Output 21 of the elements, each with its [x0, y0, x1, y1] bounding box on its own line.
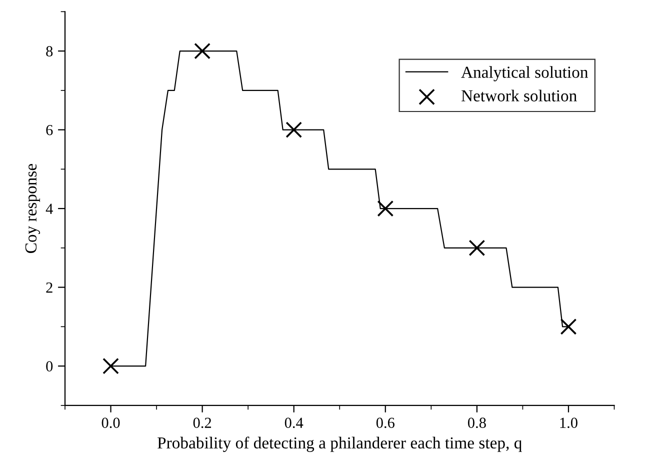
- y-axis-title: Coy response: [25, 164, 40, 253]
- point: [560, 318, 577, 335]
- x-tick-label: 0.8: [468, 418, 486, 428]
- x-tick-label: 0.0: [102, 418, 120, 428]
- y-tick-label: 4: [46, 204, 53, 214]
- point: [286, 122, 302, 138]
- x-tick-label: 1.0: [560, 418, 578, 428]
- legend-label: Analytical solution: [461, 66, 588, 82]
- x-tick-label: 0.4: [284, 418, 304, 428]
- x-tick-label: 0.2: [193, 418, 212, 428]
- legend-label: Network solution: [461, 90, 577, 102]
- y-tick-label: 8: [46, 46, 53, 56]
- point: [468, 240, 486, 256]
- x-tick-label: 0.6: [376, 418, 394, 428]
- x-axis-title: Probability of detecting a philanderer each time step, q: [158, 436, 522, 452]
- y-tick-label: 6: [46, 124, 53, 136]
- point: [377, 200, 394, 217]
- point: [102, 358, 119, 374]
- point: [194, 42, 210, 60]
- y-tick-label: 2: [46, 282, 52, 293]
- y-tick-label: 0: [46, 361, 53, 372]
